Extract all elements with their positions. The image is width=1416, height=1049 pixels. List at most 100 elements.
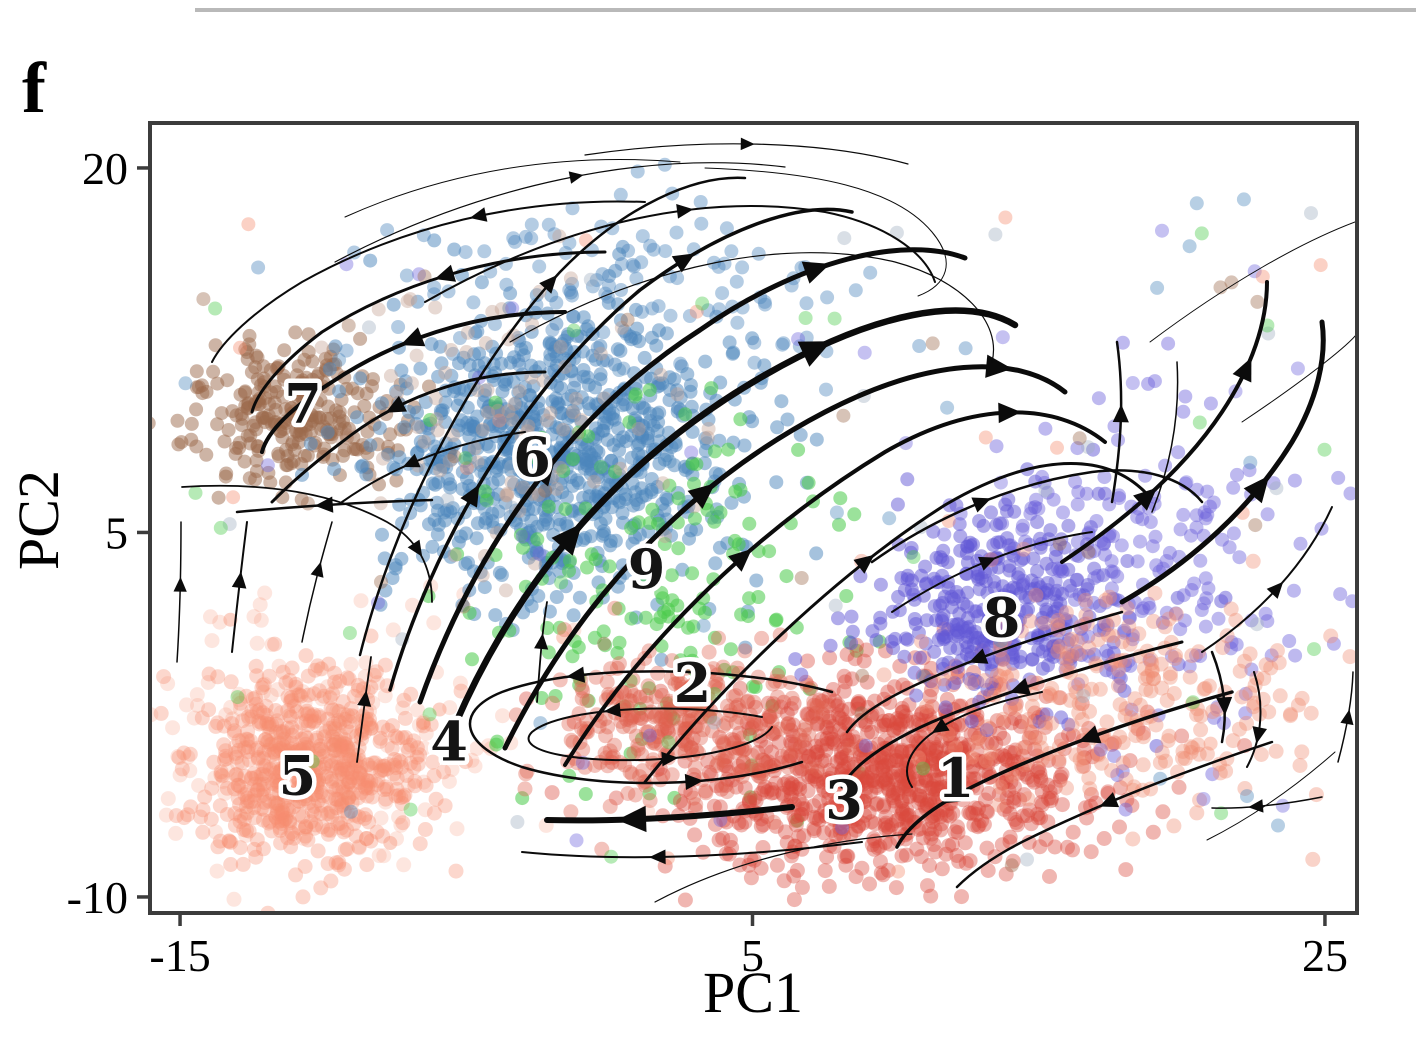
scatter-point (272, 724, 288, 740)
scatter-point (453, 529, 468, 544)
scatter-point (725, 346, 740, 361)
scatter-point (294, 715, 310, 731)
scatter-point (1313, 258, 1328, 273)
scatter-point (226, 891, 242, 907)
scatter-point (304, 708, 320, 724)
scatter-point (407, 773, 423, 789)
scatter-point (279, 801, 295, 817)
scatter-point (375, 719, 391, 735)
scatter-point (600, 416, 614, 431)
scatter-point (308, 732, 324, 748)
scatter-point (320, 679, 335, 695)
scatter-point (294, 776, 310, 792)
scatter-point (300, 743, 316, 759)
scatter-point (425, 754, 441, 770)
scatter-point (251, 714, 267, 729)
scatter-point (156, 669, 172, 685)
streamline-arrowhead (801, 261, 831, 284)
scatter-point (817, 863, 833, 879)
scatter-point (950, 825, 966, 841)
scatter-point (325, 702, 341, 718)
scatter-point (378, 779, 394, 795)
scatter-point (195, 824, 211, 840)
scatter-point (262, 719, 278, 735)
scatter-point (366, 667, 382, 683)
scatter-point (287, 759, 303, 775)
scatter-point (836, 408, 851, 423)
scatter-point (621, 243, 636, 258)
scatter-point (313, 741, 329, 757)
scatter-point (745, 414, 760, 429)
scatter-point (532, 546, 547, 561)
scatter-point (1323, 628, 1339, 644)
scatter-point (426, 768, 442, 784)
scatter-point (1062, 692, 1078, 708)
scatter-point (878, 815, 894, 831)
scatter-point (1000, 669, 1014, 684)
scatter-point (358, 777, 374, 793)
scatter-point (331, 779, 347, 795)
scatter-point (339, 841, 355, 857)
scatter-point (747, 335, 762, 350)
scatter-point (333, 737, 349, 753)
scatter-point (788, 652, 803, 667)
scatter-point (210, 376, 225, 391)
scatter-point (417, 434, 432, 449)
scatter-point (308, 757, 324, 773)
scatter-point (700, 430, 715, 445)
scatter-point (359, 857, 375, 873)
scatter-point (453, 683, 469, 699)
scatter-point (365, 695, 381, 711)
scatter-point (288, 867, 304, 883)
scatter-point (1149, 558, 1164, 573)
scatter-point (188, 485, 203, 500)
scatter-point (269, 713, 285, 729)
scatter-point (806, 823, 822, 839)
scatter-point (286, 785, 302, 801)
scatter-point (403, 755, 418, 771)
scatter-point (341, 714, 357, 730)
scatter-point (261, 742, 277, 758)
scatter-point (337, 739, 353, 755)
scatter-point (292, 743, 308, 759)
scatter-point (346, 709, 361, 725)
scatter-point (261, 815, 277, 831)
scatter-point (288, 744, 304, 760)
scatter-point (429, 412, 444, 427)
scatter-point (559, 516, 574, 531)
scatter-point (1357, 667, 1372, 682)
scatter-point (979, 840, 995, 856)
scatter-point (891, 864, 906, 879)
scatter-point (204, 780, 220, 796)
scatter-point (291, 774, 307, 790)
scatter-point (653, 610, 668, 625)
scatter-point (332, 815, 348, 831)
scatter-point (891, 589, 906, 604)
scatter-point (270, 795, 285, 811)
scatter-point (328, 742, 344, 758)
scatter-point (240, 723, 256, 739)
scatter-point (256, 802, 272, 818)
scatter-point (368, 664, 384, 680)
scatter-point (1256, 671, 1272, 686)
scatter-point (298, 828, 313, 844)
scatter-point (277, 787, 293, 803)
scatter-point (219, 807, 235, 822)
scatter-point (282, 708, 298, 724)
scatter-point (256, 781, 271, 797)
scatter-point (848, 869, 864, 885)
scatter-point (663, 308, 678, 323)
scatter-point (321, 656, 337, 672)
scatter-point (335, 448, 350, 463)
x-axis-title: PC1 (703, 960, 803, 1025)
scatter-point (171, 750, 187, 766)
scatter-point (270, 743, 286, 758)
scatter-point (218, 469, 233, 484)
scatter-point (287, 443, 302, 457)
scatter-point (239, 805, 254, 821)
streamline-arrowhead (434, 264, 456, 282)
scatter-point (336, 861, 352, 877)
scatter-point (324, 808, 340, 824)
scatter-point (312, 710, 328, 725)
scatter-point (339, 670, 355, 686)
